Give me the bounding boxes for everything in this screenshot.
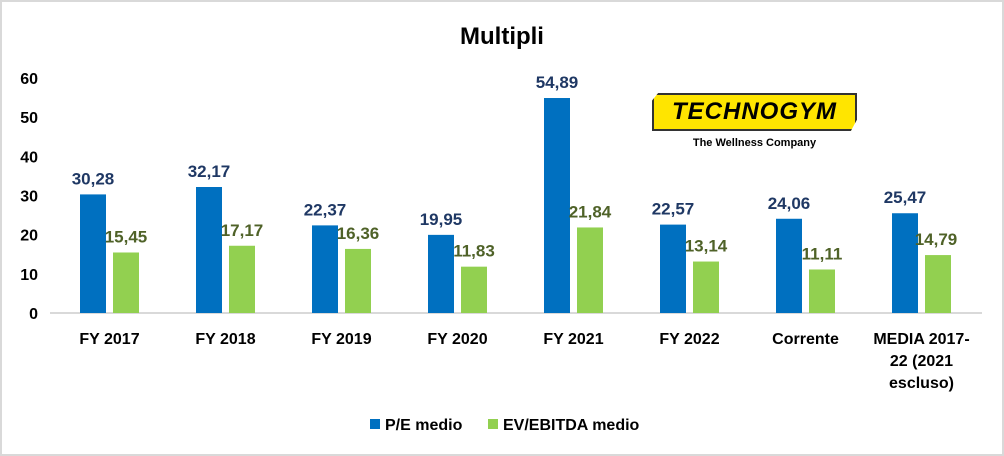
legend-swatch <box>370 419 380 429</box>
bars: 30,28 15,45 32,17 17,17 22,37 16,36 19,95 11,83… <box>72 73 958 314</box>
x-tick-label: FY 2017 <box>79 331 139 348</box>
legend-label: EV/EBITDA medio <box>503 417 640 434</box>
bar-ev-ebitda <box>461 266 487 313</box>
y-tick-label: 10 <box>20 267 38 284</box>
data-label: 22,37 <box>304 200 347 219</box>
data-label: 13,14 <box>685 237 728 256</box>
data-label: 15,45 <box>105 227 148 246</box>
bar-ev-ebitda <box>809 269 835 313</box>
bar-pe <box>776 218 802 313</box>
legend-swatch <box>488 419 498 429</box>
legend: P/E medio EV/EBITDA medio <box>370 417 640 434</box>
data-label: 21,84 <box>569 202 612 221</box>
x-tick-label: FY 2021 <box>543 331 603 348</box>
x-tick-label: FY 2019 <box>311 331 371 348</box>
bar-pe <box>428 234 454 313</box>
bar-ev-ebitda <box>925 255 951 313</box>
x-tick-label: Corrente <box>772 331 839 348</box>
logo-wordmark: TECHNOGYM <box>672 98 837 125</box>
data-label: 14,79 <box>915 230 958 249</box>
data-label: 25,47 <box>884 188 927 207</box>
y-tick-label: 0 <box>29 306 38 323</box>
bar-pe <box>312 225 338 313</box>
data-label: 16,36 <box>337 224 380 243</box>
x-tick-label: FY 2018 <box>195 331 255 348</box>
chart-title: Multipli <box>460 23 544 50</box>
y-tick-label: 30 <box>20 189 38 206</box>
legend-label: P/E medio <box>385 417 463 434</box>
y-tick-label: 20 <box>20 228 38 245</box>
x-tick-label: 22 (2021 <box>890 353 953 370</box>
y-axis: 0 10 20 30 40 50 60 <box>20 71 38 323</box>
data-label: 11,83 <box>453 242 495 261</box>
x-tick-label: FY 2022 <box>659 331 719 348</box>
data-label: 22,57 <box>652 200 695 219</box>
bar-pe <box>660 224 686 313</box>
bar-ev-ebitda <box>113 252 139 313</box>
bar-ev-ebitda <box>229 245 255 313</box>
data-label: 17,17 <box>221 221 264 240</box>
y-tick-label: 60 <box>20 71 38 88</box>
data-label: 54,89 <box>536 73 579 92</box>
logo-badge: TECHNOGYM <box>652 93 857 131</box>
bar-ev-ebitda <box>577 227 603 313</box>
technogym-logo: TECHNOGYM The Wellness Company <box>652 93 857 157</box>
y-tick-label: 40 <box>20 149 38 166</box>
x-axis: FY 2017 FY 2018 FY 2019 FY 2020 FY 2021 FY 20… <box>79 331 969 392</box>
x-tick-label: MEDIA 2017- <box>873 331 969 348</box>
data-label: 32,17 <box>188 162 231 181</box>
bar-pe <box>80 194 106 313</box>
data-label: 30,28 <box>72 169 115 188</box>
x-tick-label: escluso) <box>889 375 954 392</box>
bar-ev-ebitda <box>345 248 371 313</box>
bar-ev-ebitda <box>693 261 719 313</box>
y-tick-label: 50 <box>20 110 38 127</box>
data-label: 24,06 <box>768 194 811 213</box>
x-tick-label: FY 2020 <box>427 331 487 348</box>
bar-pe <box>196 187 222 313</box>
data-label: 19,95 <box>420 210 463 229</box>
logo-tagline: The Wellness Company <box>692 137 817 149</box>
bar-pe <box>892 213 918 313</box>
data-label: 11,11 <box>802 244 843 263</box>
bar-pe <box>544 98 570 314</box>
